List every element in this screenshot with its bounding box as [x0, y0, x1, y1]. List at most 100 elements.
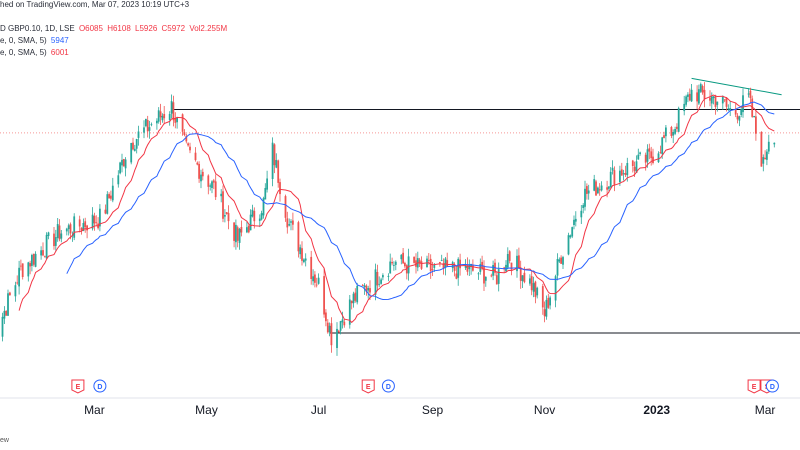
candle	[286, 211, 289, 234]
candle	[440, 254, 443, 262]
candle	[315, 277, 318, 288]
candle	[580, 205, 583, 224]
candle	[148, 120, 151, 139]
candle	[677, 106, 680, 133]
earnings-marker-icon[interactable]: E	[747, 379, 761, 394]
candle	[53, 227, 55, 250]
candle	[584, 180, 586, 211]
candle	[631, 159, 634, 173]
candle	[121, 153, 123, 173]
candle	[181, 113, 184, 136]
trendline[interactable]	[691, 77, 782, 96]
candle	[378, 276, 381, 287]
ohlc-volume: Vol2.255M	[189, 24, 228, 33]
candle	[369, 280, 371, 300]
candle	[495, 271, 498, 285]
candle	[86, 224, 88, 239]
candle	[119, 161, 121, 175]
candle	[67, 223, 70, 236]
candle	[593, 174, 596, 192]
time-axis-label: Mar	[84, 403, 105, 417]
candle	[196, 161, 199, 166]
candle	[163, 106, 166, 125]
candle	[747, 88, 750, 98]
candle	[65, 227, 68, 236]
candle	[279, 178, 281, 202]
candle	[543, 301, 546, 323]
candle	[130, 142, 133, 165]
candle	[536, 286, 539, 299]
candle	[84, 217, 87, 233]
candle	[95, 215, 98, 227]
ma-legend-1[interactable]: e, 0, SMA, 5) 5947	[0, 36, 69, 46]
candle	[600, 181, 603, 192]
candle	[639, 151, 641, 156]
candle	[416, 251, 419, 272]
earnings-marker-icon[interactable]: E	[361, 379, 375, 394]
dividend-marker-icon[interactable]: D	[765, 379, 779, 393]
candle	[233, 222, 235, 248]
ma-slow-line[interactable]	[66, 101, 775, 301]
time-axis-label: Nov	[534, 403, 555, 417]
candle	[650, 146, 653, 166]
candle	[124, 157, 127, 177]
publish-info: hed on TradingView.com, Mar 07, 2023 10:…	[0, 0, 190, 9]
candle	[236, 225, 239, 248]
candle	[304, 253, 307, 267]
candle	[273, 143, 276, 174]
candle	[674, 126, 676, 136]
candle	[159, 103, 162, 125]
candle	[262, 196, 265, 219]
candle	[45, 232, 48, 260]
candle	[258, 214, 261, 228]
candle	[176, 116, 178, 129]
candle	[402, 248, 404, 264]
dividend-marker-icon[interactable]: D	[381, 379, 395, 393]
candle	[762, 154, 765, 172]
candle	[336, 322, 338, 356]
candle	[637, 148, 640, 160]
candle	[350, 300, 353, 310]
candle	[484, 276, 487, 287]
candle	[174, 112, 177, 129]
candle	[330, 317, 333, 353]
candle	[299, 244, 302, 259]
candle	[571, 226, 574, 239]
ma-fast-line[interactable]	[18, 94, 775, 324]
candle	[490, 273, 493, 278]
candle	[194, 147, 197, 162]
candle	[683, 95, 686, 116]
candle	[69, 222, 72, 240]
candle	[672, 129, 675, 143]
candle	[609, 167, 612, 189]
candles	[1, 82, 776, 356]
candle	[260, 210, 263, 221]
candle	[455, 266, 458, 280]
candle	[734, 102, 737, 118]
candle	[518, 247, 520, 269]
candle	[382, 273, 384, 281]
candle	[78, 215, 81, 233]
header-line-1: hed on TradingView.com, Mar 07, 2023 10:…	[0, 0, 189, 10]
candle	[541, 283, 544, 315]
ma-legend-2[interactable]: e, 0, SMA, 5) 6001	[0, 48, 69, 58]
candle	[394, 260, 397, 271]
dividend-marker-icon[interactable]: D	[93, 379, 107, 393]
candle	[657, 151, 660, 163]
candle	[560, 255, 562, 264]
candle	[143, 120, 145, 139]
candle	[187, 142, 189, 147]
candle	[663, 131, 665, 139]
event-letter: E	[76, 384, 81, 391]
earnings-marker-icon[interactable]: E	[71, 379, 85, 394]
candle	[172, 95, 175, 127]
candle	[562, 255, 564, 269]
candle	[3, 306, 6, 324]
moving-averages	[18, 94, 775, 324]
candle	[624, 165, 627, 177]
header-line-2: D GBP0.10, 1D, LSE O6085 H6108 L5926 C59…	[0, 24, 227, 34]
candle	[21, 263, 24, 280]
candle	[146, 115, 149, 138]
time-axis-label: 2023	[643, 403, 670, 417]
